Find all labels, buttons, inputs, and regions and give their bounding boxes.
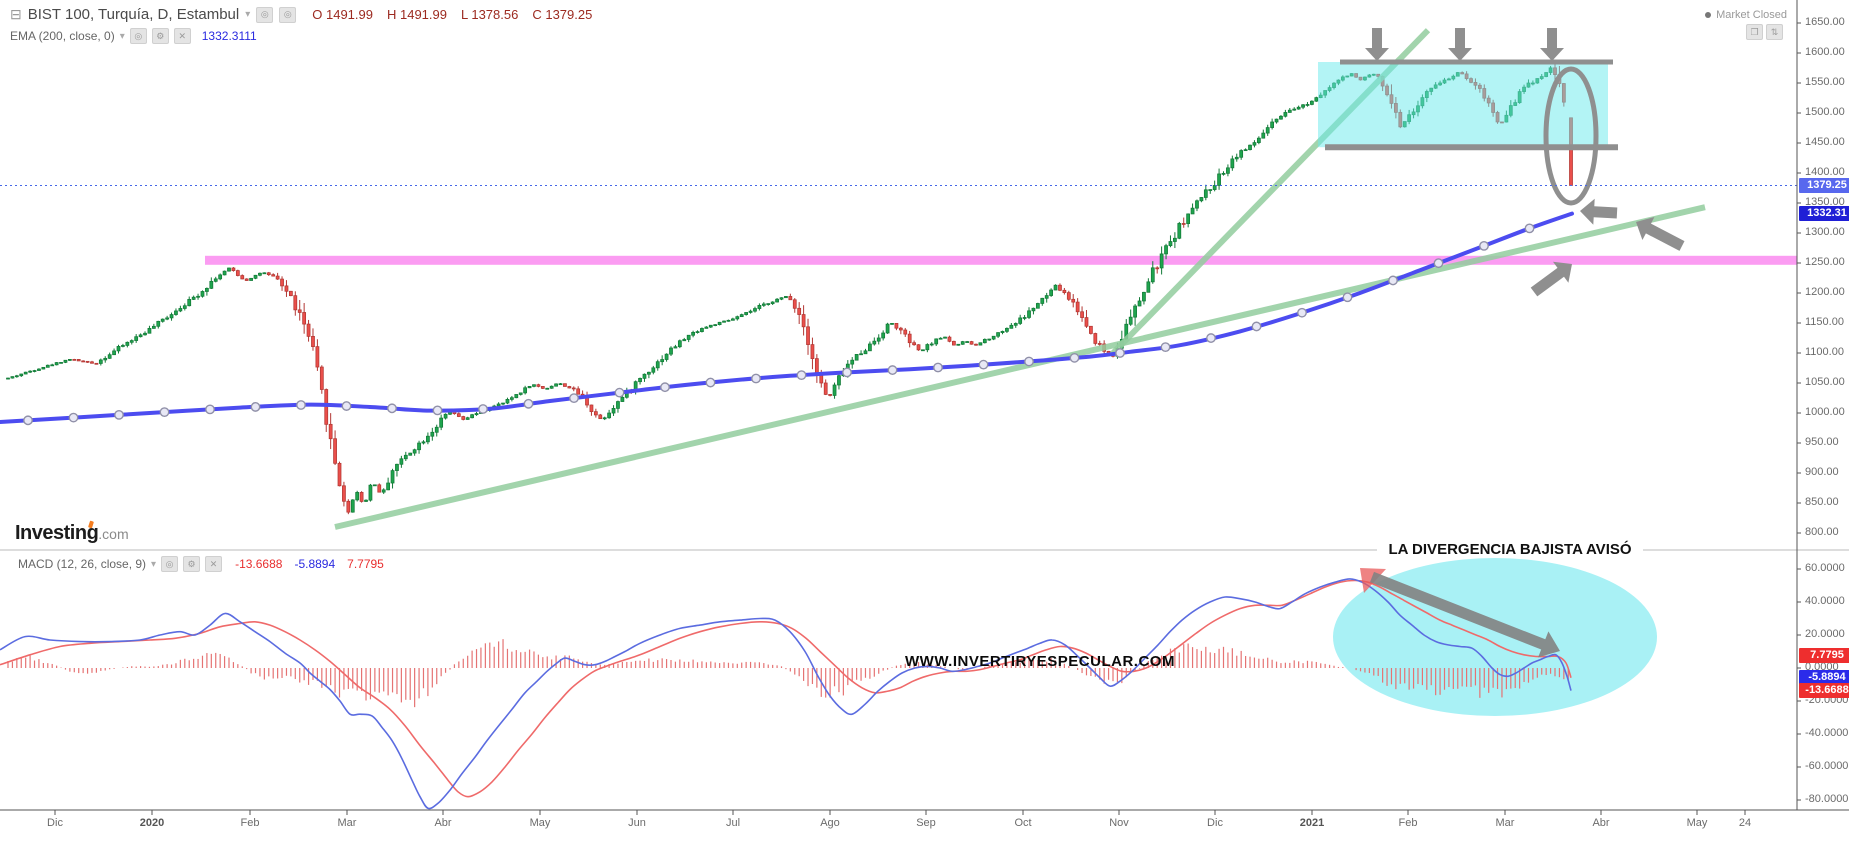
axis-price-badge: 1379.25 — [1799, 177, 1849, 193]
investing-logo-suffix: .com — [98, 526, 129, 542]
market-status: Market Closed — [1705, 9, 1787, 21]
macd-signal-value: -5.8894 — [294, 557, 336, 571]
open-value: O 1491.99 — [312, 7, 373, 22]
close-icon[interactable]: ✕ — [173, 28, 191, 44]
pane-controls: ❐ ⇅ — [1746, 24, 1783, 40]
ema-label[interactable]: EMA (200, close, 0) — [10, 29, 115, 43]
axis-price-badge: -13.6688 — [1799, 683, 1849, 699]
time-tick-label: Feb — [1398, 817, 1418, 829]
price-tick-label: 1250.00 — [1805, 256, 1845, 268]
macd-value: -13.6688 — [235, 557, 283, 571]
time-tick-label: Abr — [434, 817, 452, 829]
close-icon[interactable]: ✕ — [205, 556, 223, 572]
high-value: H 1491.99 — [386, 7, 447, 22]
macd-tick-label: -60.0000 — [1805, 760, 1849, 772]
arrows-icon[interactable]: ⇅ — [1766, 24, 1783, 40]
eye-icon[interactable]: ◎ — [129, 28, 147, 44]
low-value: L 1378.56 — [460, 7, 519, 22]
status-dot-icon — [1705, 12, 1712, 18]
macd-label[interactable]: MACD (12, 26, close, 9) — [18, 557, 147, 571]
price-tick-label: 800.00 — [1805, 526, 1839, 538]
price-tick-label: 1400.00 — [1805, 166, 1845, 178]
time-tick-label: Abr — [1592, 817, 1610, 829]
symbol-header: ⊟ BIST 100, Turquía, D, Estambul ▾ ◎ ◎ O… — [10, 6, 592, 23]
time-tick-label: Jun — [628, 817, 646, 829]
time-tick-label: Ago — [820, 817, 840, 829]
gear-icon[interactable]: ⚙ — [183, 556, 201, 572]
eye-icon[interactable]: ◎ — [161, 556, 179, 572]
macd-values: -13.6688 -5.8894 7.7795 — [235, 557, 384, 571]
market-status-label: Market Closed — [1716, 9, 1787, 21]
price-tick-label: 1350.00 — [1805, 196, 1845, 208]
gear-icon[interactable]: ⚙ — [151, 28, 169, 44]
chevron-down-icon[interactable]: ▾ — [245, 9, 251, 20]
divergence-annotation: LA DIVERGENCIA BAJISTA AVISÓ — [1377, 541, 1643, 558]
time-tick-label: May — [1686, 817, 1708, 829]
time-tick-label: 2020 — [139, 817, 165, 829]
time-tick-label: Jul — [725, 817, 741, 829]
macd-tick-label: -80.0000 — [1805, 793, 1849, 805]
time-tick-label: Mar — [1495, 817, 1515, 829]
chevron-down-icon[interactable]: ▾ — [119, 30, 125, 42]
time-tick-label: Nov — [1109, 817, 1129, 829]
price-tick-label: 1050.00 — [1805, 376, 1845, 388]
axis-price-badge: 1332.31 — [1799, 206, 1849, 222]
time-tick-label: Oct — [1014, 817, 1032, 829]
price-tick-label: 950.00 — [1805, 436, 1839, 448]
price-tick-label: 900.00 — [1805, 466, 1839, 478]
camera-icon[interactable]: ◎ — [256, 6, 274, 23]
investing-logo: Investing .com — [15, 520, 129, 545]
price-tick-label: 1000.00 — [1805, 406, 1845, 418]
time-tick-label: Mar — [337, 817, 357, 829]
axis-price-badge: -5.8894 — [1799, 670, 1849, 686]
macd-tick-label: -40.0000 — [1805, 727, 1849, 739]
price-tick-label: 1200.00 — [1805, 286, 1845, 298]
macd-tick-label: 40.0000 — [1805, 595, 1845, 607]
macd-header: MACD (12, 26, close, 9) ▾ ◎ ⚙ ✕ -13.6688… — [18, 556, 384, 572]
time-tick-label: Dic — [1207, 817, 1223, 829]
macd-tick-label: 0.0000 — [1805, 661, 1839, 673]
chevron-down-icon[interactable]: ▾ — [151, 558, 157, 570]
price-tick-label: 1600.00 — [1805, 46, 1845, 58]
time-tick-label: 2021 — [1299, 817, 1325, 829]
collapse-pane-icon[interactable]: ⊟ — [10, 6, 22, 22]
price-tick-label: 1150.00 — [1805, 316, 1844, 328]
ema-header: EMA (200, close, 0) ▾ ◎ ⚙ ✕ 1332.3111 — [10, 28, 257, 44]
axis-price-badge: 7.7795 — [1799, 647, 1849, 663]
price-tick-label: 1450.00 — [1805, 136, 1845, 148]
price-tick-label: 1550.00 — [1805, 76, 1845, 88]
macd-tick-label: 20.0000 — [1805, 628, 1845, 640]
price-tick-label: 1300.00 — [1805, 226, 1845, 238]
ohlc-values: O 1491.99 H 1491.99 L 1378.56 C 1379.25 — [312, 7, 592, 22]
settings-icon[interactable]: ◎ — [279, 6, 297, 23]
investing-logo-text: Investing — [15, 522, 99, 544]
time-tick-label: Sep — [916, 817, 936, 829]
time-tick-label: 24 — [1738, 817, 1752, 829]
price-tick-label: 850.00 — [1805, 496, 1839, 508]
time-tick-label: Dic — [47, 817, 63, 829]
symbol-title[interactable]: BIST 100, Turquía, D, Estambul — [27, 6, 240, 23]
macd-tick-label: 60.0000 — [1805, 562, 1845, 574]
time-tick-label: May — [529, 817, 551, 829]
time-tick-label: Feb — [240, 817, 260, 829]
maximize-icon[interactable]: ❐ — [1746, 24, 1763, 40]
close-value: C 1379.25 — [532, 7, 593, 22]
macd-hist-value: 7.7795 — [347, 557, 384, 571]
ema-value: 1332.3111 — [201, 29, 257, 43]
price-tick-label: 1100.00 — [1805, 346, 1844, 358]
price-tick-label: 1500.00 — [1805, 106, 1845, 118]
price-tick-label: 1650.00 — [1805, 16, 1845, 28]
site-watermark: WWW.INVERTIRYESPECULAR.COM — [905, 653, 1175, 670]
